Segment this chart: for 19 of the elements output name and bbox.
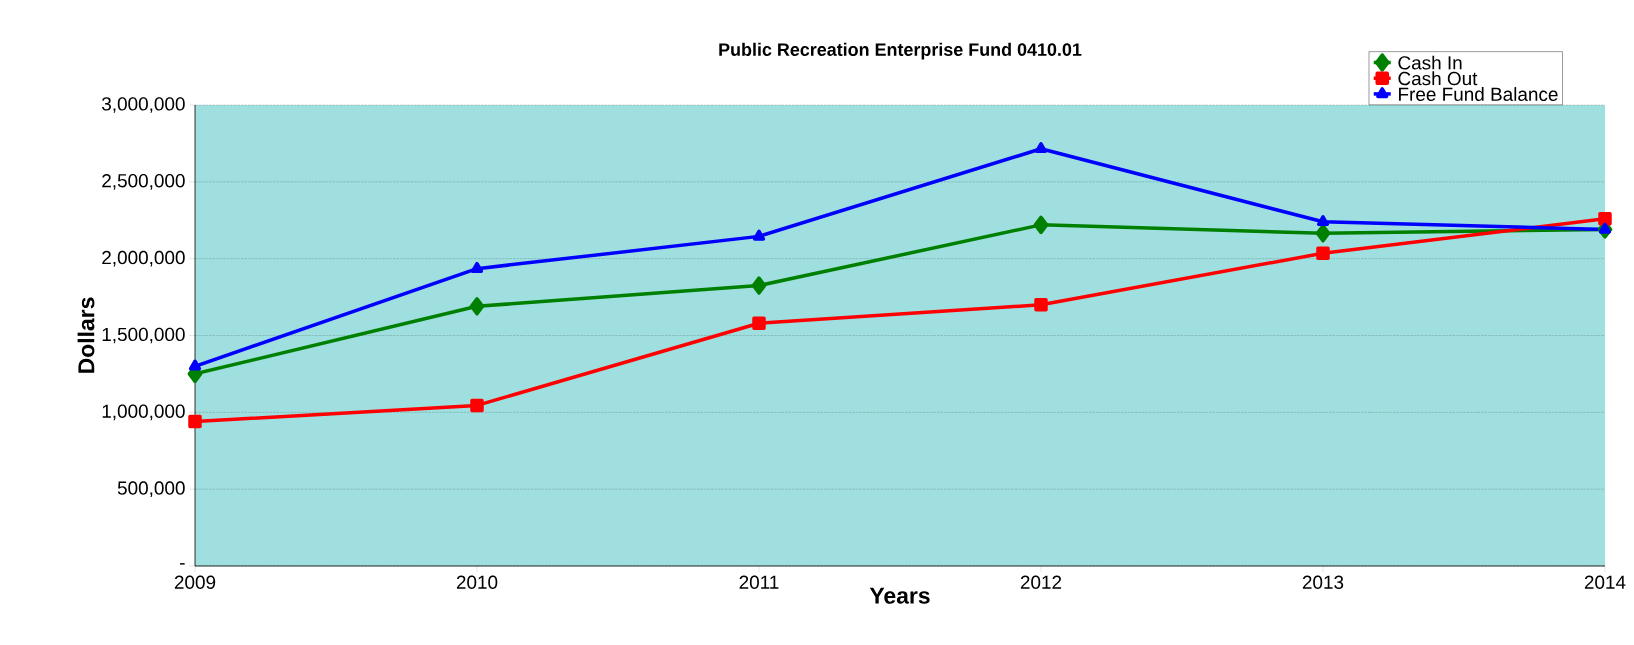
x-tick-label: 2013 bbox=[1302, 575, 1344, 589]
x-axis-title: Years bbox=[869, 587, 930, 604]
chart-title: Public Recreation Enterprise Fund 0410.01 bbox=[719, 42, 1082, 60]
y-tick-label: 1,500,000 bbox=[102, 327, 185, 344]
y-tick-label: 3,000,000 bbox=[102, 97, 185, 113]
y-tick-label: - bbox=[180, 563, 185, 565]
x-tick-label: 2009 bbox=[174, 575, 216, 589]
legend-label: Cash Out bbox=[1398, 71, 1478, 86]
x-tick-label: 2012 bbox=[1020, 575, 1062, 589]
y-tick-label: 500,000 bbox=[117, 481, 185, 497]
y-axis-title: Dollars bbox=[77, 297, 95, 373]
x-tick-label: 2011 bbox=[739, 575, 779, 589]
x-tick-label: 2010 bbox=[456, 575, 498, 589]
y-tick-label: 1,000,000 bbox=[102, 404, 185, 421]
y-tick-label: 2,500,000 bbox=[102, 174, 185, 190]
legend-label: Cash In bbox=[1398, 55, 1462, 70]
x-tick-label: 2014 bbox=[1584, 575, 1626, 589]
legend-label: Free Fund Balance bbox=[1399, 87, 1558, 101]
y-tick-label: 2,000,000 bbox=[102, 250, 185, 267]
